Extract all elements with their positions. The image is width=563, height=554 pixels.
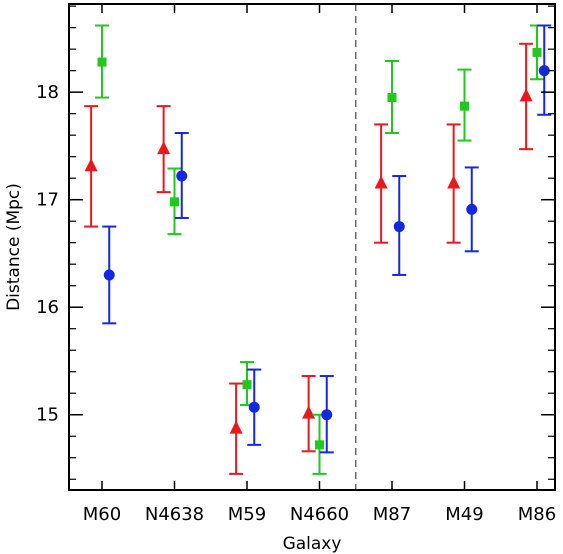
x-tick-label: M60 bbox=[83, 504, 121, 525]
data-point-circle bbox=[393, 221, 405, 233]
x-tick-label: M87 bbox=[373, 504, 411, 525]
x-tick-label: M49 bbox=[445, 504, 483, 525]
data-point-circle bbox=[321, 409, 333, 421]
x-axis-label: Galaxy bbox=[283, 534, 342, 554]
x-tick-label: N4638 bbox=[145, 504, 204, 525]
series-square bbox=[95, 24, 544, 475]
data-point-square bbox=[460, 101, 469, 111]
y-tick-label: 18 bbox=[36, 82, 59, 103]
y-tick-label: 17 bbox=[36, 190, 59, 211]
data-point-triangle bbox=[519, 88, 533, 102]
data-point-circle bbox=[103, 269, 115, 281]
x-tick-label: N4660 bbox=[290, 504, 349, 525]
y-tick-label: 16 bbox=[36, 297, 59, 318]
data-point-circle bbox=[466, 203, 478, 215]
plot-frame bbox=[68, 3, 556, 491]
data-point-triangle bbox=[157, 141, 171, 155]
y-tick-label: 15 bbox=[36, 405, 59, 426]
data-point-triangle bbox=[229, 420, 243, 434]
data-point-square bbox=[97, 57, 107, 67]
x-tick-label: M59 bbox=[228, 504, 266, 525]
data-point-square bbox=[315, 440, 324, 450]
data-point-circle bbox=[538, 65, 550, 77]
data-point-square bbox=[170, 197, 179, 207]
y-axis-label: Distance (Mpc) bbox=[4, 183, 24, 311]
data-point-square bbox=[387, 93, 397, 103]
data-point-triangle bbox=[302, 405, 316, 419]
x-tick-label: M86 bbox=[518, 504, 556, 525]
data-point-triangle bbox=[374, 175, 388, 189]
data-point-triangle bbox=[447, 175, 461, 189]
data-point-square bbox=[242, 380, 252, 390]
data-point-circle bbox=[248, 401, 260, 413]
series-triangle bbox=[84, 42, 534, 475]
data-point-circle bbox=[176, 170, 188, 182]
data-point-square bbox=[532, 47, 542, 57]
series-circle bbox=[102, 24, 552, 454]
data-point-triangle bbox=[84, 158, 98, 172]
